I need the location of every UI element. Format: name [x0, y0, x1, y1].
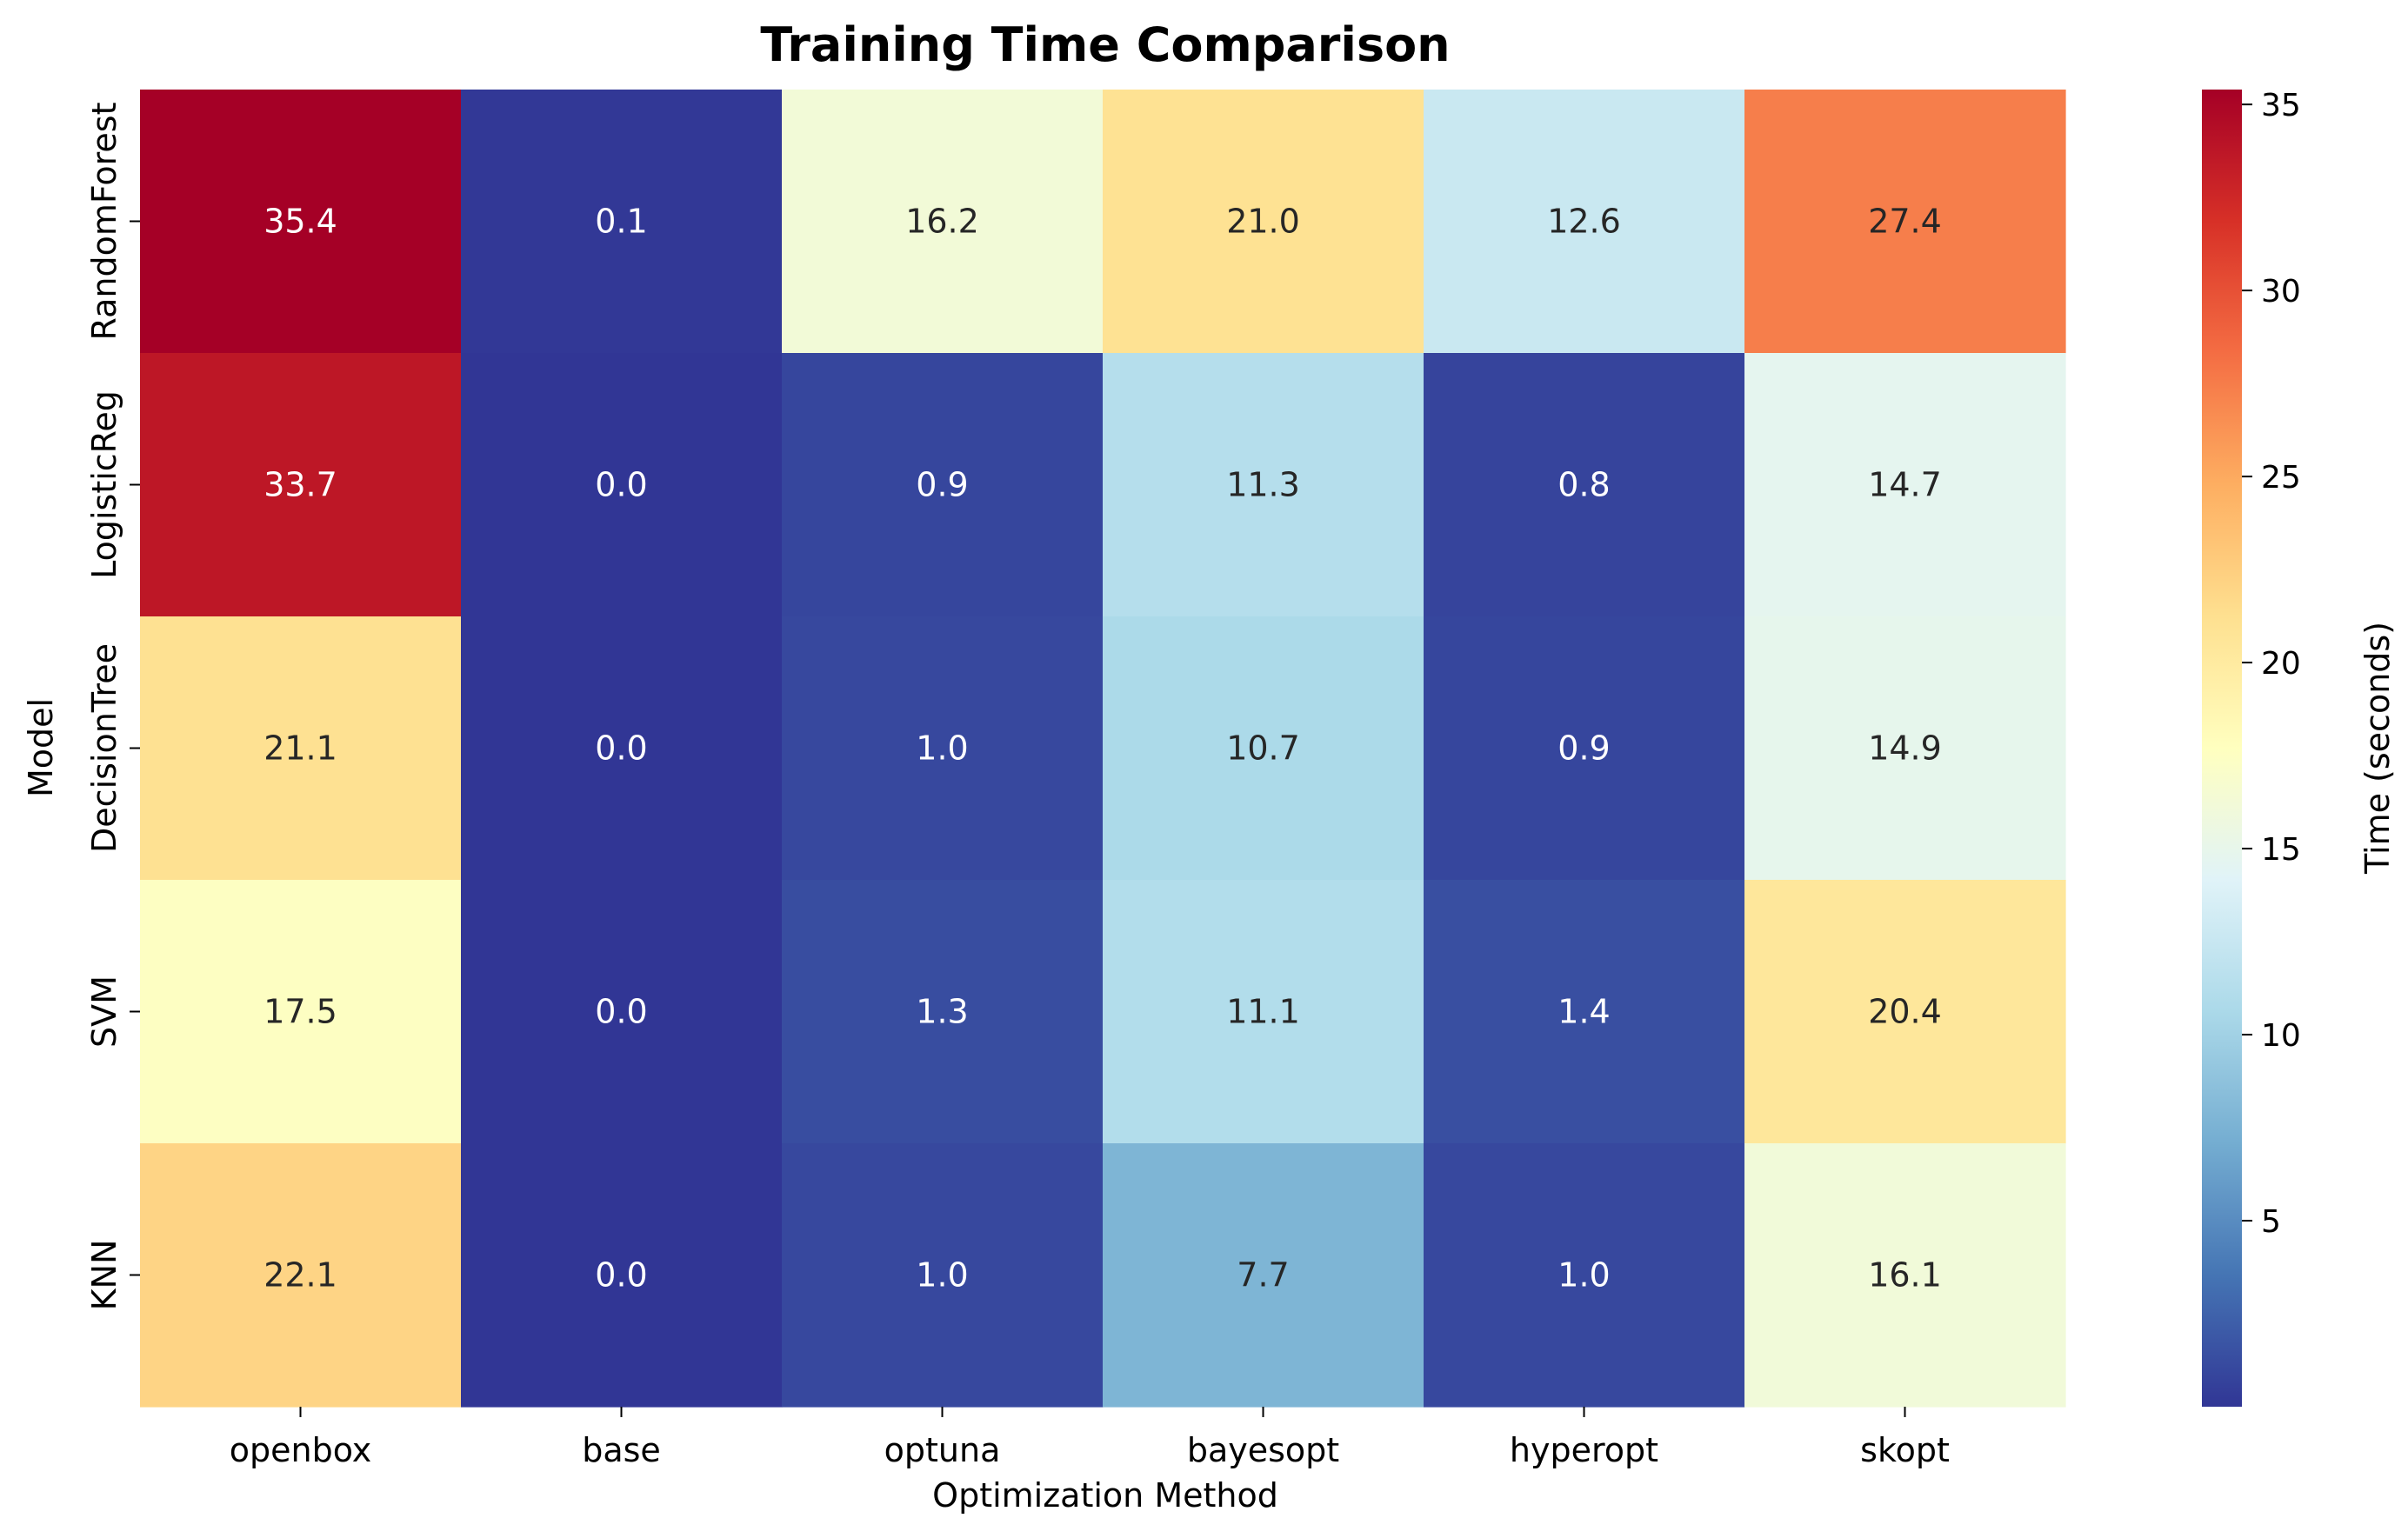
cell-value-label: 0.0 — [595, 729, 647, 768]
heatmap-cell — [782, 1143, 1104, 1408]
y-tick-label: DecisionTree — [85, 643, 123, 853]
heatmap-cell — [782, 353, 1104, 617]
heatmap-cell — [1103, 616, 1424, 881]
heatmap-cell — [461, 90, 783, 354]
cell-value-label: 21.0 — [1226, 203, 1300, 241]
x-axis: openbox base optuna bayesopt hyperopt skopt — [230, 1407, 1950, 1469]
heatmap-cell — [1744, 90, 2066, 354]
cell-value-label: 0.8 — [1558, 466, 1610, 504]
cell-value-label: 33.7 — [263, 466, 337, 504]
cell-value-label: 17.5 — [263, 993, 337, 1031]
cell-value-label: 1.4 — [1558, 993, 1610, 1031]
cell-value-label: 1.0 — [916, 729, 968, 768]
x-tick-label: hyperopt — [1510, 1431, 1658, 1469]
y-tick-label: SVM — [85, 975, 123, 1048]
x-tick-label: base — [582, 1431, 661, 1469]
heatmap-cell — [140, 1143, 462, 1408]
heatmap-cell — [1744, 353, 2066, 617]
x-tick-label: bayesopt — [1187, 1431, 1339, 1469]
heatmap-cell — [1744, 880, 2066, 1144]
cell-value-label: 22.1 — [263, 1256, 337, 1295]
cell-value-label: 0.9 — [1558, 729, 1610, 768]
colorbar-tick-label: 25 — [2261, 460, 2301, 496]
heatmap-cell — [140, 90, 462, 354]
heatmap-cell — [1424, 880, 1745, 1144]
colorbar-tick-label: 30 — [2261, 274, 2301, 310]
heatmap-cell — [461, 880, 783, 1144]
cell-value-label: 11.3 — [1226, 466, 1300, 504]
y-axis-label: Model — [22, 698, 60, 797]
y-tick-label: LogisticReg — [85, 390, 123, 579]
cell-value-label: 0.0 — [595, 466, 647, 504]
heatmap-cell — [782, 880, 1104, 1144]
heatmap-cell — [1424, 1143, 1745, 1408]
y-axis: RandomForest LogisticReg DecisionTree SVM KN… — [85, 103, 140, 1311]
colorbar-tick-label: 20 — [2261, 646, 2301, 682]
cell-value-label: 0.0 — [595, 1256, 647, 1295]
cell-value-label: 16.1 — [1868, 1256, 1942, 1295]
colorbar-tick-label: 5 — [2261, 1204, 2281, 1240]
heatmap-cell — [1103, 1143, 1424, 1408]
cell-value-label: 10.7 — [1226, 729, 1300, 768]
colorbar: 5 10 15 20 25 30 35 — [2202, 88, 2301, 1407]
cell-value-label: 0.9 — [916, 466, 968, 504]
colorbar-gradient — [2202, 90, 2242, 1407]
heatmap-cells: 35.4 0.1 16.2 21.0 12.6 27.4 33.7 0.0 0.9 11.3 0.8… — [140, 90, 2066, 1408]
x-tick-label: openbox — [230, 1431, 372, 1469]
cell-value-label: 1.0 — [916, 1256, 968, 1295]
heatmap-cell — [140, 616, 462, 881]
heatmap-cell — [1103, 880, 1424, 1144]
heatmap-cell — [1424, 616, 1745, 881]
x-axis-label: Optimization Method — [932, 1476, 1278, 1515]
y-tick-label: RandomForest — [85, 103, 123, 341]
heatmap-cell — [1424, 353, 1745, 617]
cell-value-label: 20.4 — [1868, 993, 1942, 1031]
heatmap-cell — [1103, 90, 1424, 354]
cell-value-label: 11.1 — [1226, 993, 1300, 1031]
x-tick-label: optuna — [884, 1431, 1001, 1469]
chart-title: Training Time Comparison — [760, 17, 1450, 72]
colorbar-label: Time (seconds) — [2358, 622, 2397, 875]
colorbar-tick-label: 15 — [2261, 832, 2301, 868]
y-tick-label: KNN — [85, 1240, 123, 1311]
cell-value-label: 14.7 — [1868, 466, 1942, 504]
cell-value-label: 1.3 — [916, 993, 968, 1031]
heatmap-cell — [1744, 1143, 2066, 1408]
heatmap-cell — [1744, 616, 2066, 881]
cell-value-label: 0.1 — [595, 203, 647, 241]
cell-value-label: 27.4 — [1868, 203, 1942, 241]
cell-value-label: 0.0 — [595, 993, 647, 1031]
cell-value-label: 21.1 — [263, 729, 337, 768]
heatmap-cell — [461, 1143, 783, 1408]
cell-value-label: 35.4 — [263, 203, 337, 241]
heatmap-cell — [140, 880, 462, 1144]
heatmap-cell — [461, 616, 783, 881]
cell-value-label: 12.6 — [1547, 203, 1621, 241]
colorbar-tick-label: 10 — [2261, 1018, 2301, 1054]
heatmap-cell — [140, 353, 462, 617]
cell-value-label: 1.0 — [1558, 1256, 1610, 1295]
x-tick-label: skopt — [1860, 1431, 1950, 1469]
cell-value-label: 16.2 — [905, 203, 979, 241]
colorbar-tick-label: 35 — [2261, 88, 2301, 123]
heatmap-cell — [1424, 90, 1745, 354]
cell-value-label: 7.7 — [1237, 1256, 1289, 1295]
heatmap-cell — [461, 353, 783, 617]
heatmap-cell — [1103, 353, 1424, 617]
heatmap-cell — [782, 90, 1104, 354]
cell-value-label: 14.9 — [1868, 729, 1942, 768]
heatmap-cell — [782, 616, 1104, 881]
